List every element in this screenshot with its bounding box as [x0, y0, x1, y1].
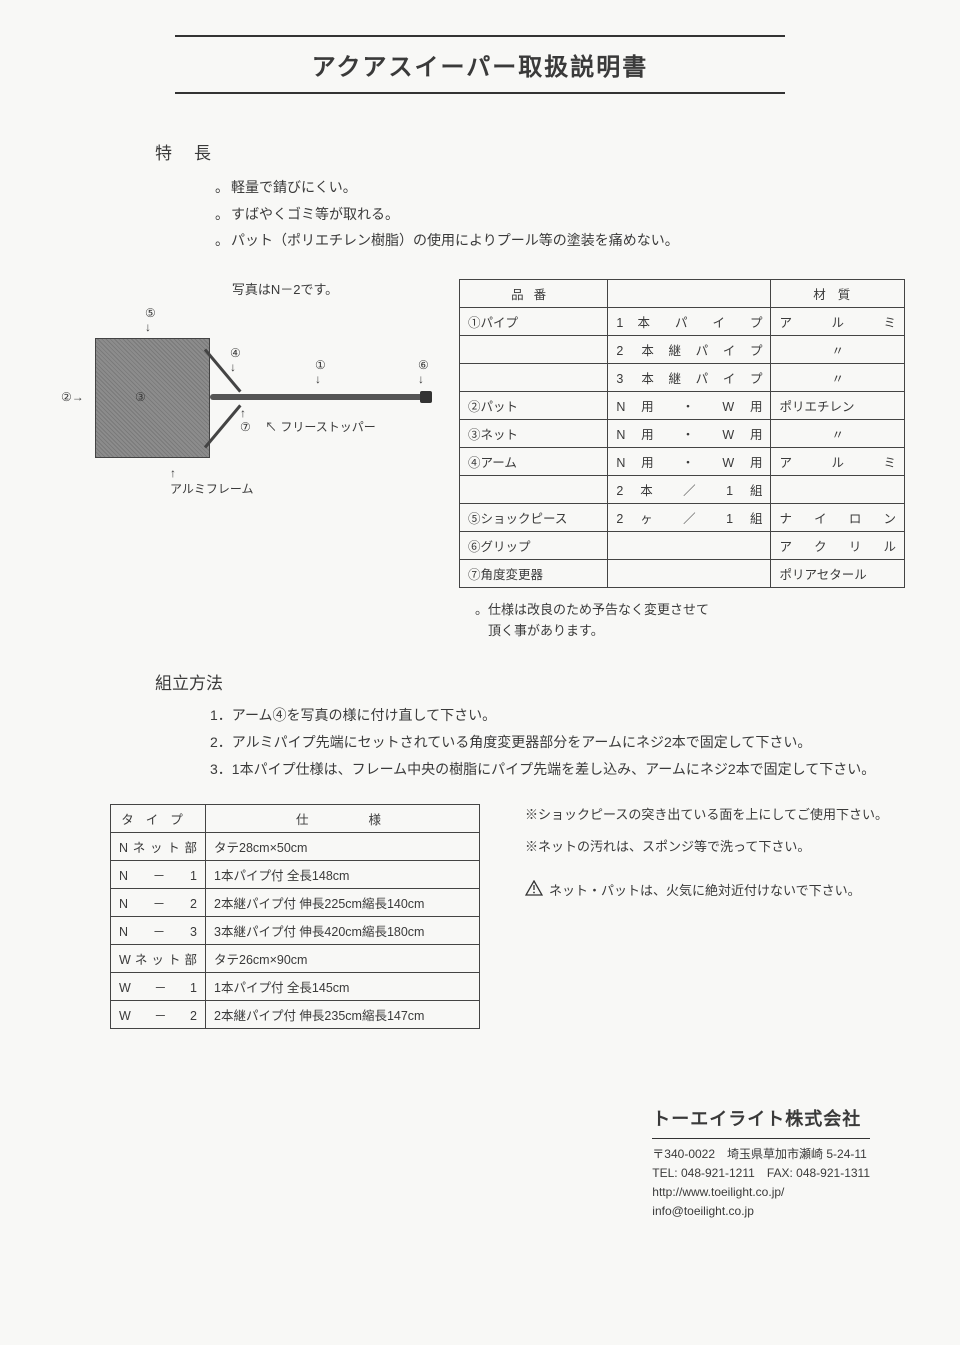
usage-note: ※ショックピースの突き出ている面を上にしてご使用下さい。 — [525, 804, 905, 826]
parts-table: 品番 材質 ①パイプ1 本 パ イ プア ル ミ 2 本継パイプ〃 3 本継パイ… — [459, 279, 905, 588]
cell: Nネット部 — [111, 833, 206, 861]
company-email: info@toeilight.co.jp — [652, 1202, 870, 1221]
document-title: アクアスイーパー取扱説明書 — [175, 35, 785, 94]
usage-notes: ※ショックピースの突き出ている面を上にしてご使用下さい。 ※ネットの汚れは、スポ… — [525, 804, 905, 903]
cell: 2 本 ／ 1 組 — [608, 475, 771, 503]
cell: 〃 — [771, 363, 905, 391]
feature-item: 軽量で錆びにくい。 — [215, 174, 905, 201]
assembly-step: 2．アルミパイプ先端にセットされている角度変更器部分をアームにネジ2本で固定して… — [210, 729, 905, 756]
cell — [460, 363, 608, 391]
spec-header-type: タイプ — [111, 805, 206, 833]
cell: 2本継パイプ付 伸長235cm縮長147cm — [206, 1001, 480, 1029]
cell — [608, 559, 771, 587]
cell: ②パット — [460, 391, 608, 419]
diagram-panel: 写真はN－2です。 ⑤↓ ④↓ ①↓ ⑥↓ ②→ ③ ↑⑦ ↖ フリーストッパー… — [55, 279, 435, 588]
company-address: 〒340-0022 埼玉県草加市瀬崎 5-24-11 — [652, 1145, 870, 1164]
cell — [460, 335, 608, 363]
cell: 2 ヶ ／ 1 組 — [608, 503, 771, 531]
callout-3: ③ — [135, 390, 146, 404]
parts-header-blank — [608, 279, 771, 307]
cell: タテ26cm×90cm — [206, 945, 480, 973]
cell: 2本継パイプ付 伸長225cm縮長140cm — [206, 889, 480, 917]
cell — [608, 531, 771, 559]
features-list: 軽量で錆びにくい。 すばやくゴミ等が取れる。 パット（ポリエチレン樹脂）の使用に… — [215, 174, 905, 254]
feature-item: パット（ポリエチレン樹脂）の使用によりプール等の塗装を痛めない。 — [215, 227, 905, 254]
callout-4: ④↓ — [230, 346, 241, 374]
spec-disclaimer: 。仕様は改良のため予告なく変更させて 頂く事があります。 — [475, 600, 905, 642]
spec-header-spec: 仕様 — [206, 805, 480, 833]
cell: ⑤ショックピース — [460, 503, 608, 531]
cell: ポリアセタール — [771, 559, 905, 587]
feature-item: すばやくゴミ等が取れる。 — [215, 201, 905, 228]
callout-6: ⑥↓ — [418, 358, 429, 386]
cell: N － 1 — [111, 861, 206, 889]
assembly-heading: 組立方法 — [155, 669, 905, 694]
assembly-step: 3．1本パイプ仕様は、フレーム中央の樹脂にパイプ先端を差し込み、アームにネジ2本… — [210, 756, 905, 783]
cell: N 用 ・ W 用 — [608, 419, 771, 447]
company-name: トーエイライト株式会社 — [652, 1105, 870, 1139]
assembly-steps: 1．アーム④を写真の様に付け直して下さい。 2．アルミパイプ先端にセットされてい… — [210, 702, 905, 782]
product-diagram: ⑤↓ ④↓ ①↓ ⑥↓ ②→ ③ ↑⑦ ↖ フリーストッパー ↑アルミフレーム — [55, 308, 435, 548]
callout-7: ↑⑦ — [240, 406, 251, 434]
cell: ⑥グリップ — [460, 531, 608, 559]
cell: タテ28cm×50cm — [206, 833, 480, 861]
cell — [460, 475, 608, 503]
cell: W － 1 — [111, 973, 206, 1001]
cell: 1本パイプ付 全長148cm — [206, 861, 480, 889]
cell: 3本継パイプ付 伸長420cm縮長180cm — [206, 917, 480, 945]
warning-icon — [525, 880, 543, 903]
diagram-grip — [420, 391, 432, 403]
cell: ナ イ ロ ン — [771, 503, 905, 531]
cell: ア ク リ ル — [771, 531, 905, 559]
parts-header-partno: 品番 — [460, 279, 608, 307]
diagram-caption: 写真はN－2です。 — [135, 279, 435, 298]
cell: N 用 ・ W 用 — [608, 391, 771, 419]
cell: 3 本継パイプ — [608, 363, 771, 391]
cell: N － 2 — [111, 889, 206, 917]
diagram-pipe — [210, 394, 430, 400]
cell: 〃 — [771, 419, 905, 447]
cell: 1 本 パ イ プ — [608, 307, 771, 335]
cell: N － 3 — [111, 917, 206, 945]
spec-table: タイプ 仕様 Nネット部タテ28cm×50cm N － 11本パイプ付 全長14… — [110, 804, 480, 1029]
diagram-label-free-stopper: ↖ フリーストッパー — [265, 418, 376, 435]
diagram-label-alumi-frame: ↑アルミフレーム — [170, 466, 254, 497]
callout-5: ⑤↓ — [145, 306, 156, 334]
cell: ポリエチレン — [771, 391, 905, 419]
cell: ④アーム — [460, 447, 608, 475]
company-url: http://www.toeilight.co.jp/ — [652, 1183, 870, 1202]
assembly-step: 1．アーム④を写真の様に付け直して下さい。 — [210, 702, 905, 729]
company-telfax: TEL: 048-921-1211 FAX: 048-921-1311 — [652, 1164, 870, 1183]
usage-note: ※ネットの汚れは、スポンジ等で洗って下さい。 — [525, 836, 905, 858]
parts-header-material: 材質 — [771, 279, 905, 307]
cell: 〃 — [771, 335, 905, 363]
cell: 1本パイプ付 全長145cm — [206, 973, 480, 1001]
warning-note: ネット・パットは、火気に絶対近付けないで下さい。 — [525, 880, 905, 903]
cell: ①パイプ — [460, 307, 608, 335]
cell: Wネット部 — [111, 945, 206, 973]
features-heading: 特長 — [155, 139, 905, 164]
cell — [771, 475, 905, 503]
cell: W － 2 — [111, 1001, 206, 1029]
cell: ③ネット — [460, 419, 608, 447]
cell: ア ル ミ — [771, 447, 905, 475]
company-info: トーエイライト株式会社 〒340-0022 埼玉県草加市瀬崎 5-24-11 T… — [652, 1105, 870, 1222]
cell: ⑦角度変更器 — [460, 559, 608, 587]
callout-1: ①↓ — [315, 358, 326, 386]
callout-2: ②→ — [61, 390, 84, 404]
warning-text: ネット・パットは、火気に絶対近付けないで下さい。 — [549, 880, 861, 903]
cell: ア ル ミ — [771, 307, 905, 335]
cell: 2 本継パイプ — [608, 335, 771, 363]
diagram-net — [95, 338, 210, 458]
cell: N 用 ・ W 用 — [608, 447, 771, 475]
